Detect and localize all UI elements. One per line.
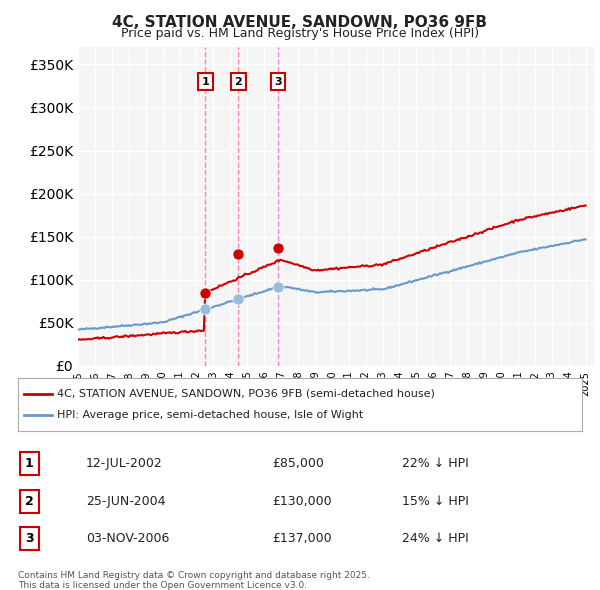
Text: This data is licensed under the Open Government Licence v3.0.: This data is licensed under the Open Gov… (18, 581, 307, 590)
Text: 03-NOV-2006: 03-NOV-2006 (86, 532, 169, 545)
Text: 1: 1 (25, 457, 34, 470)
Text: 22% ↓ HPI: 22% ↓ HPI (401, 457, 468, 470)
Text: 2: 2 (235, 77, 242, 87)
Text: 12-JUL-2002: 12-JUL-2002 (86, 457, 163, 470)
Text: 24% ↓ HPI: 24% ↓ HPI (401, 532, 468, 545)
Text: 4C, STATION AVENUE, SANDOWN, PO36 9FB: 4C, STATION AVENUE, SANDOWN, PO36 9FB (113, 15, 487, 30)
Text: 3: 3 (274, 77, 282, 87)
Text: £85,000: £85,000 (272, 457, 323, 470)
Text: £130,000: £130,000 (272, 494, 331, 507)
Text: HPI: Average price, semi-detached house, Isle of Wight: HPI: Average price, semi-detached house,… (58, 410, 364, 419)
Text: 3: 3 (25, 532, 34, 545)
Text: £137,000: £137,000 (272, 532, 331, 545)
Text: Contains HM Land Registry data © Crown copyright and database right 2025.: Contains HM Land Registry data © Crown c… (18, 571, 370, 579)
Text: 2: 2 (25, 494, 34, 507)
Text: Price paid vs. HM Land Registry's House Price Index (HPI): Price paid vs. HM Land Registry's House … (121, 27, 479, 40)
Text: 15% ↓ HPI: 15% ↓ HPI (401, 494, 469, 507)
Text: 25-JUN-2004: 25-JUN-2004 (86, 494, 165, 507)
Text: 1: 1 (202, 77, 209, 87)
Text: 4C, STATION AVENUE, SANDOWN, PO36 9FB (semi-detached house): 4C, STATION AVENUE, SANDOWN, PO36 9FB (s… (58, 389, 436, 398)
